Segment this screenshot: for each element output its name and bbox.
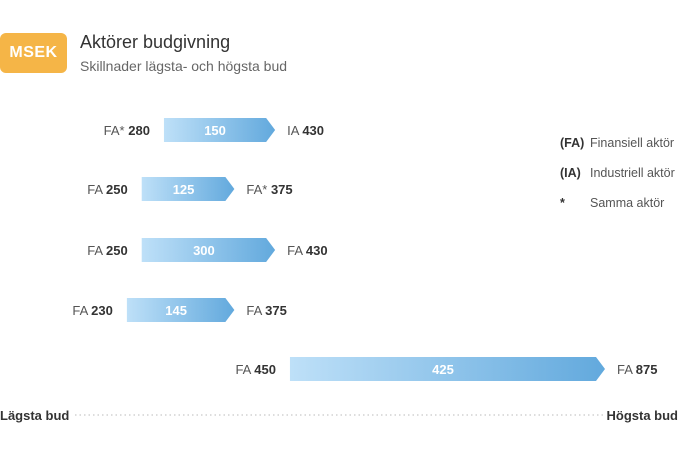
- legend-key: *: [560, 196, 565, 210]
- currency-badge: MSEK: [0, 33, 67, 73]
- bid-difference-label: 150: [204, 123, 226, 138]
- lowest-bid-value: FA 250: [87, 243, 128, 258]
- highest-bid-value: FA 875: [617, 362, 658, 377]
- bid-range-bar: [141, 238, 276, 262]
- bid-difference-label: 300: [193, 243, 215, 258]
- chart-title: Aktörer budgivning: [80, 32, 231, 52]
- highest-bid-value: FA* 375: [246, 182, 292, 197]
- bid-difference-label: 125: [173, 182, 195, 197]
- bid-range-bar: [289, 357, 605, 381]
- bid-difference-label: 425: [432, 362, 454, 377]
- bid-range-bar: [141, 177, 235, 201]
- legend-label: Samma aktör: [590, 196, 665, 210]
- lowest-bid-label: Lägsta bud: [0, 408, 70, 423]
- chart-subtitle: Skillnader lägsta- och högsta bud: [80, 58, 288, 74]
- legend-key: (IA): [560, 166, 581, 180]
- bid-difference-label: 145: [165, 303, 187, 318]
- legend-label: Industriell aktör: [590, 166, 675, 180]
- bid-range-bar: [163, 118, 276, 142]
- highest-bid-value: FA 430: [287, 243, 328, 258]
- highest-bid-value: FA 375: [246, 303, 287, 318]
- legend-key: (FA): [560, 136, 585, 150]
- highest-bid-value: IA 430: [287, 123, 324, 138]
- legend-item-ia: (IA) Industriell aktör: [560, 166, 675, 180]
- lowest-bid-value: FA* 280: [104, 123, 150, 138]
- legend-item-same: * Samma aktör: [560, 196, 664, 210]
- bid-range-bar: [126, 298, 235, 322]
- lowest-bid-value: FA 450: [235, 362, 276, 377]
- highest-bid-label: Högsta bud: [606, 408, 679, 423]
- legend-label: Finansiell aktör: [590, 136, 675, 150]
- lowest-bid-value: FA 230: [72, 303, 113, 318]
- lowest-bid-value: FA 250: [87, 182, 128, 197]
- legend-item-fa: (FA) Finansiell aktör: [560, 136, 674, 150]
